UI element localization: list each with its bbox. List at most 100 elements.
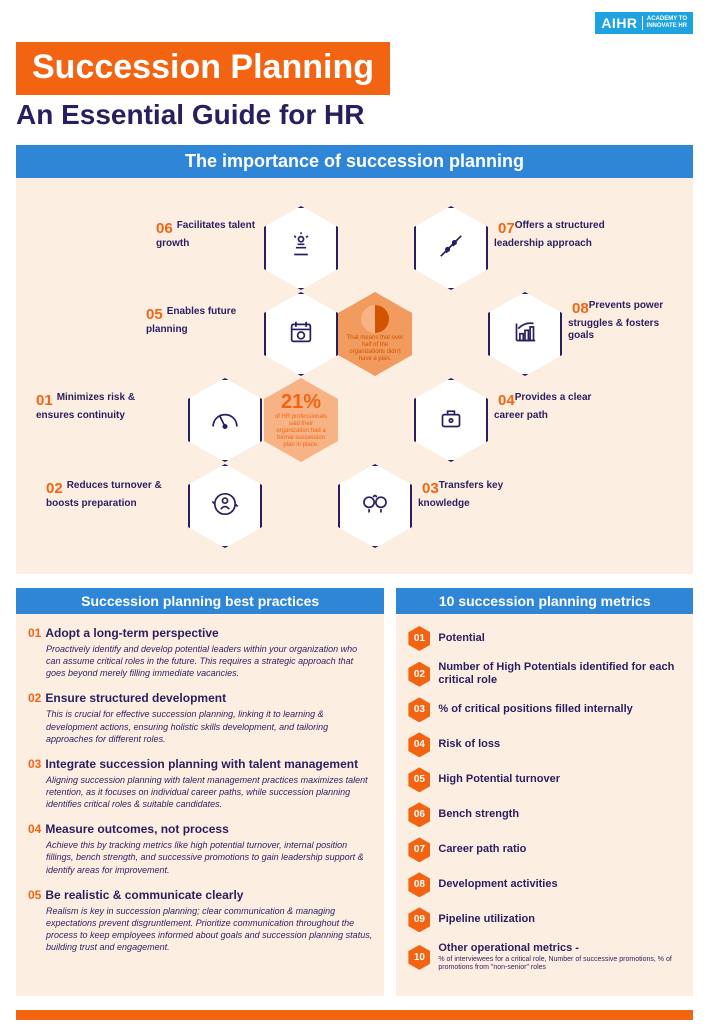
practice-num: 01 (28, 626, 41, 640)
hex-wrap: 21% of HR professionals said their organ… (26, 196, 683, 556)
practice-desc: Achieve this by tracking metrics like hi… (28, 839, 372, 875)
pie-icon (361, 305, 389, 333)
practices-list: 01Adopt a long-term perspective Proactive… (28, 626, 372, 953)
growth-icon (508, 315, 542, 354)
best-practices-column: Succession planning best practices 01Ado… (16, 588, 384, 996)
hex-num: 04 (498, 392, 515, 410)
hex-num: 01 (36, 392, 53, 410)
hex-label-06: 06Facilitates talent growth (156, 220, 276, 250)
metric-num: 10 (408, 945, 430, 970)
metrics-header: 10 succession planning metrics (396, 588, 693, 614)
importance-header: The importance of succession planning (16, 145, 693, 178)
practice-item: 04Measure outcomes, not process Achieve t… (28, 822, 372, 875)
hex-label-07: 07Offers a structured leadership approac… (494, 220, 614, 250)
practice-item: 05Be realistic & communicate clearly Real… (28, 888, 372, 954)
footer-bar (16, 1010, 693, 1020)
metric-sub: % of interviewees for a critical role, N… (438, 956, 681, 973)
practice-num: 02 (28, 691, 41, 705)
metric-num: 08 (408, 872, 430, 897)
hex-label-05: 05Enables future planning (146, 306, 266, 336)
logo-bar: AIHR ACADEMY TO INNOVATE HR (16, 12, 693, 34)
metric-label: Development activities (438, 878, 557, 891)
metric-row: 03% of critical positions filled interna… (408, 697, 681, 722)
metric-row: 02Number of High Potentials identified f… (408, 661, 681, 687)
hex-num: 06 (156, 220, 173, 238)
metric-label: Risk of loss (438, 738, 500, 751)
practice-title: 01Adopt a long-term perspective (28, 626, 372, 640)
metric-num: 01 (408, 626, 430, 651)
practice-title: 03Integrate succession planning with tal… (28, 757, 372, 771)
logo-main: AIHR (601, 15, 637, 31)
hex-num: 07 (498, 220, 515, 238)
practice-desc: Aligning succession planning with talent… (28, 774, 372, 810)
climb-icon (434, 229, 468, 268)
metric-label: High Potential turnover (438, 773, 560, 786)
metric-row: 06 Bench strength (408, 802, 681, 827)
logo-sub: ACADEMY TO INNOVATE HR (642, 16, 687, 29)
metric-row: 07 Career path ratio (408, 837, 681, 862)
hexagon-diagram: 21% of HR professionals said their organ… (16, 178, 693, 574)
practice-item: 02Ensure structured developmentThis is c… (28, 691, 372, 744)
metric-row: 10 Other operational metrics -% of interv… (408, 942, 681, 972)
metric-row: 09Pipeline utilization (408, 907, 681, 932)
metrics-column: 10 succession planning metrics 01 Potenti… (396, 588, 693, 996)
hex-01 (188, 378, 262, 462)
cycle-icon (208, 487, 242, 526)
practice-item: 01Adopt a long-term perspective Proactive… (28, 626, 372, 679)
metric-label: Other operational metrics -% of intervie… (438, 942, 681, 972)
metric-num: 02 (408, 662, 430, 687)
gauge-icon (208, 401, 242, 440)
metric-label: % of critical positions filled internall… (438, 703, 632, 716)
pie-hex: That means that over half of the organiz… (338, 292, 412, 376)
hex-02 (188, 464, 262, 548)
metric-num: 07 (408, 837, 430, 862)
practice-title: 02Ensure structured development (28, 691, 372, 705)
practice-title: 04Measure outcomes, not process (28, 822, 372, 836)
stat-percent: 21% (266, 391, 336, 414)
briefcase-icon (434, 401, 468, 440)
hex-num: 02 (46, 480, 63, 498)
stat-caption: of HR professionals said their organizat… (266, 414, 336, 448)
metric-num: 04 (408, 732, 430, 757)
hex-num: 05 (146, 306, 163, 324)
metric-label: Career path ratio (438, 843, 526, 856)
practice-num: 03 (28, 757, 41, 771)
title-block: Succession Planning An Essential Guide f… (16, 42, 693, 131)
practice-num: 05 (28, 888, 41, 902)
hex-text: Reduces turnover & boosts preparation (46, 480, 162, 509)
metric-row: 01 Potential (408, 626, 681, 651)
podium-icon (284, 229, 318, 268)
metric-row: 05 High Potential turnover (408, 767, 681, 792)
practice-num: 04 (28, 822, 41, 836)
metric-num: 06 (408, 802, 430, 827)
practice-item: 03Integrate succession planning with tal… (28, 757, 372, 810)
practice-desc: Proactively identify and develop potenti… (28, 643, 372, 679)
page-subtitle: An Essential Guide for HR (16, 99, 693, 131)
hex-num: 03 (422, 480, 439, 498)
practice-title: 05Be realistic & communicate clearly (28, 888, 372, 902)
hex-05 (264, 292, 338, 376)
brand-logo: AIHR ACADEMY TO INNOVATE HR (595, 12, 693, 34)
metric-row: 04 Risk of loss (408, 732, 681, 757)
page-title: Succession Planning (16, 42, 390, 95)
hex-04 (414, 378, 488, 462)
hex-label-04: 04Provides a clear career path (494, 392, 614, 422)
stat-hex: 21% of HR professionals said their organ… (264, 378, 338, 462)
metric-num: 05 (408, 767, 430, 792)
hex-label-03: 03Transfers key knowledge (418, 480, 538, 510)
metric-label: Bench strength (438, 808, 519, 821)
bulbs-icon (358, 487, 392, 526)
page-root: AIHR ACADEMY TO INNOVATE HR Succession P… (0, 0, 709, 1032)
practice-desc: Realism is key in succession planning; c… (28, 905, 372, 954)
metrics-list: 01 Potential 02Number of High Potentials i… (408, 626, 681, 972)
pie-caption: That means that over half of the organiz… (340, 335, 410, 363)
practices-header: Succession planning best practices (16, 588, 384, 614)
hex-08 (488, 292, 562, 376)
hex-label-01: 01Minimizes risk & ensures continuity (36, 392, 156, 422)
hex-num: 08 (572, 300, 589, 318)
hex-03 (338, 464, 412, 548)
hex-07 (414, 206, 488, 290)
hex-label-02: 02Reduces turnover & boosts preparation (46, 480, 166, 510)
metric-label: Potential (438, 632, 484, 645)
calendar-icon (284, 315, 318, 354)
